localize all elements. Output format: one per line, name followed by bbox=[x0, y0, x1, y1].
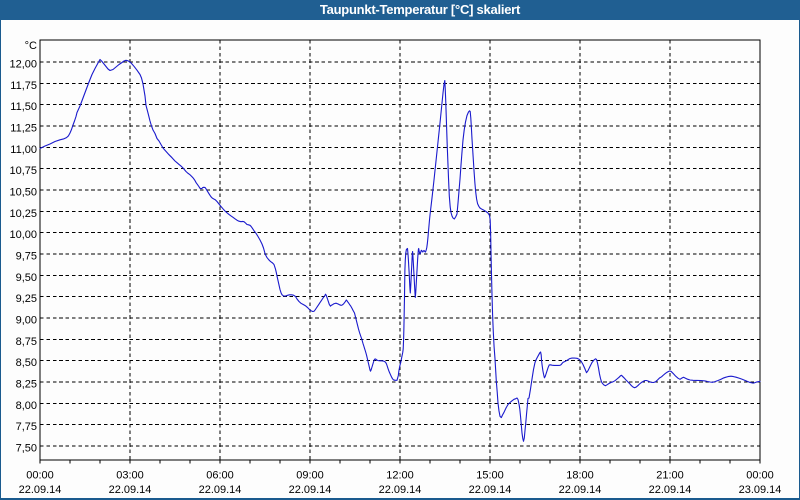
svg-text:09:00: 09:00 bbox=[296, 470, 324, 482]
svg-text:8,50: 8,50 bbox=[16, 357, 37, 369]
svg-text:03:00: 03:00 bbox=[116, 470, 144, 482]
svg-text:9,50: 9,50 bbox=[16, 272, 37, 284]
svg-text:10,25: 10,25 bbox=[9, 208, 37, 220]
svg-text:7,50: 7,50 bbox=[16, 443, 37, 455]
svg-text:11,75: 11,75 bbox=[10, 80, 37, 92]
svg-text:8,00: 8,00 bbox=[16, 400, 37, 412]
svg-text:9,25: 9,25 bbox=[16, 293, 37, 305]
svg-text:7,75: 7,75 bbox=[16, 421, 37, 433]
svg-text:11,25: 11,25 bbox=[10, 123, 37, 135]
svg-text:23.09.14: 23.09.14 bbox=[739, 484, 782, 496]
svg-text:22.09.14: 22.09.14 bbox=[559, 484, 602, 496]
svg-text:22.09.14: 22.09.14 bbox=[289, 484, 332, 496]
svg-text:8,75: 8,75 bbox=[16, 336, 37, 348]
svg-text:10,50: 10,50 bbox=[9, 187, 37, 199]
svg-text:15:00: 15:00 bbox=[476, 470, 504, 482]
svg-text:11,00: 11,00 bbox=[10, 144, 37, 156]
svg-text:06:00: 06:00 bbox=[206, 470, 234, 482]
svg-text:22.09.14: 22.09.14 bbox=[109, 484, 152, 496]
svg-text:22.09.14: 22.09.14 bbox=[469, 484, 512, 496]
svg-text:°C: °C bbox=[25, 40, 37, 52]
svg-text:10,00: 10,00 bbox=[9, 229, 37, 241]
svg-text:22.09.14: 22.09.14 bbox=[19, 484, 62, 496]
svg-text:12:00: 12:00 bbox=[386, 470, 414, 482]
svg-text:22.09.14: 22.09.14 bbox=[649, 484, 692, 496]
svg-text:9,00: 9,00 bbox=[16, 315, 37, 327]
svg-text:22.09.14: 22.09.14 bbox=[199, 484, 242, 496]
svg-text:9,75: 9,75 bbox=[16, 251, 37, 263]
svg-text:18:00: 18:00 bbox=[566, 470, 594, 482]
svg-text:00:00: 00:00 bbox=[26, 470, 54, 482]
svg-text:12,00: 12,00 bbox=[9, 59, 37, 71]
svg-text:8,25: 8,25 bbox=[16, 379, 37, 391]
svg-text:11,50: 11,50 bbox=[10, 101, 37, 113]
svg-text:00:00: 00:00 bbox=[746, 470, 774, 482]
svg-text:10,75: 10,75 bbox=[9, 165, 37, 177]
svg-text:21:00: 21:00 bbox=[656, 470, 684, 482]
svg-text:22.09.14: 22.09.14 bbox=[379, 484, 422, 496]
